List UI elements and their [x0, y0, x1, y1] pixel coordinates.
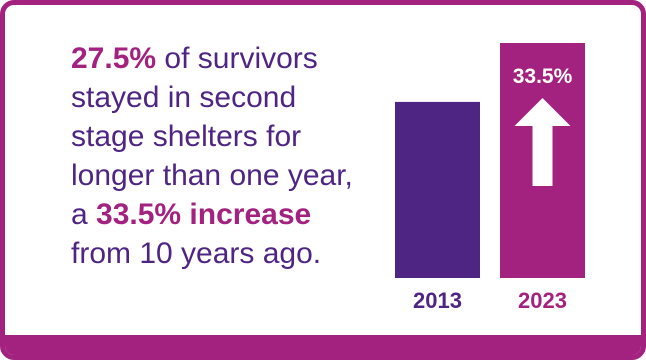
statement-highlight-increase: 33.5% increase [96, 198, 312, 231]
bar-chart: 2013 2023 33.5% [395, 43, 585, 313]
up-arrow-icon [514, 98, 571, 186]
statement-text-part4: from 10 years ago. [71, 237, 322, 270]
bar-2013 [395, 101, 480, 278]
data-label-2023: 33.5% [513, 65, 573, 88]
x-tick-label-2013: 2013 [413, 288, 462, 313]
footer-band [5, 335, 641, 355]
statement-highlight-percent: 27.5% [71, 42, 157, 75]
statement-text-part2: of survivors stayed in second stage shel… [71, 42, 353, 231]
x-tick-label-2023: 2023 [518, 288, 567, 313]
statement-text: 27.5% of survivors stayed in second stag… [71, 39, 371, 273]
